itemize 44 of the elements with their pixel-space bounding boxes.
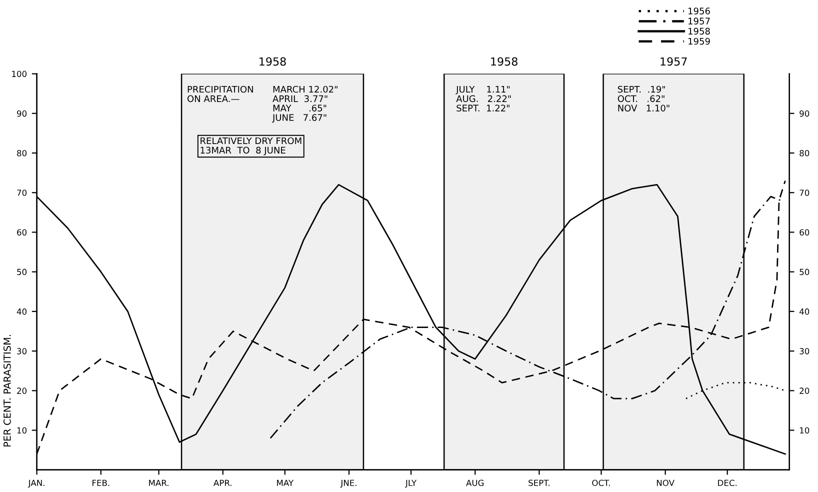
x-tick-label: SEPT. xyxy=(528,480,550,486)
x-tick-label: NOV xyxy=(656,480,674,486)
y2-tick-label: 10 xyxy=(800,427,810,434)
y2-tick-label: 30 xyxy=(800,348,810,354)
y-tick-label: 90 xyxy=(17,110,27,117)
y-tick-label: 60 xyxy=(17,229,27,236)
x-tick-label: FEB. xyxy=(92,480,110,486)
legend-label: 1957 xyxy=(688,18,710,24)
y-tick-label: 30 xyxy=(17,348,27,354)
y-tick-label: 100 xyxy=(12,70,27,78)
y2-tick-label: 80 xyxy=(800,150,810,156)
text: 1958 xyxy=(260,57,286,66)
x-tick-label: AUG xyxy=(466,480,484,486)
annotation: RELATIVELY DRY FROM 13MAR TO 8 JUNE xyxy=(200,137,302,156)
y-tick-label: 50 xyxy=(17,268,27,276)
x-tick-label: MAY xyxy=(277,480,294,486)
text: 1958 xyxy=(491,57,518,66)
x-tick-label: DEC. xyxy=(718,480,737,486)
x-tick-label: MAR. xyxy=(149,480,168,486)
y2-tick-label: 60 xyxy=(800,229,810,236)
y-tick-label: 70 xyxy=(17,190,27,196)
y2-tick-label: 70 xyxy=(800,190,810,196)
y-tick-label: 10 xyxy=(17,427,27,434)
y2-tick-label: 50 xyxy=(800,268,810,276)
band-label: SEPT. .19" OCT. .62" NOV 1.10" xyxy=(618,86,670,112)
band-label: MARCH 12.02" APRIL 3.77" MAY .65" JUNE 7.67" xyxy=(272,86,338,123)
x-tick-label: OCT. xyxy=(592,480,610,486)
text: 1957 xyxy=(660,57,687,66)
legend-label: 1958 xyxy=(688,28,710,35)
x-tick-label: JNE. xyxy=(340,480,356,488)
legend-label: 1956 xyxy=(688,8,710,14)
x-tick-label: JAN. xyxy=(28,480,44,488)
y2-tick-label: 40 xyxy=(800,308,810,315)
y2-tick-label: 90 xyxy=(800,110,810,117)
y-tick-label: 20 xyxy=(17,388,27,394)
y-tick-label: 40 xyxy=(16,308,27,315)
annotation: PRECIPITATION ON AREA.— xyxy=(188,86,253,102)
x-tick-label: APR. xyxy=(214,480,232,486)
x-tick-label: JLY xyxy=(405,480,417,488)
y-axis-title: PER CENT. PARASITISM. xyxy=(3,334,11,446)
y-tick-label: 80 xyxy=(17,150,27,156)
y2-tick-label: 20 xyxy=(800,388,810,394)
band-label: JULY 1.11" AUG. 2.22" SEPT. 1.22" xyxy=(456,86,511,112)
legend-label: 1959 xyxy=(688,38,710,45)
